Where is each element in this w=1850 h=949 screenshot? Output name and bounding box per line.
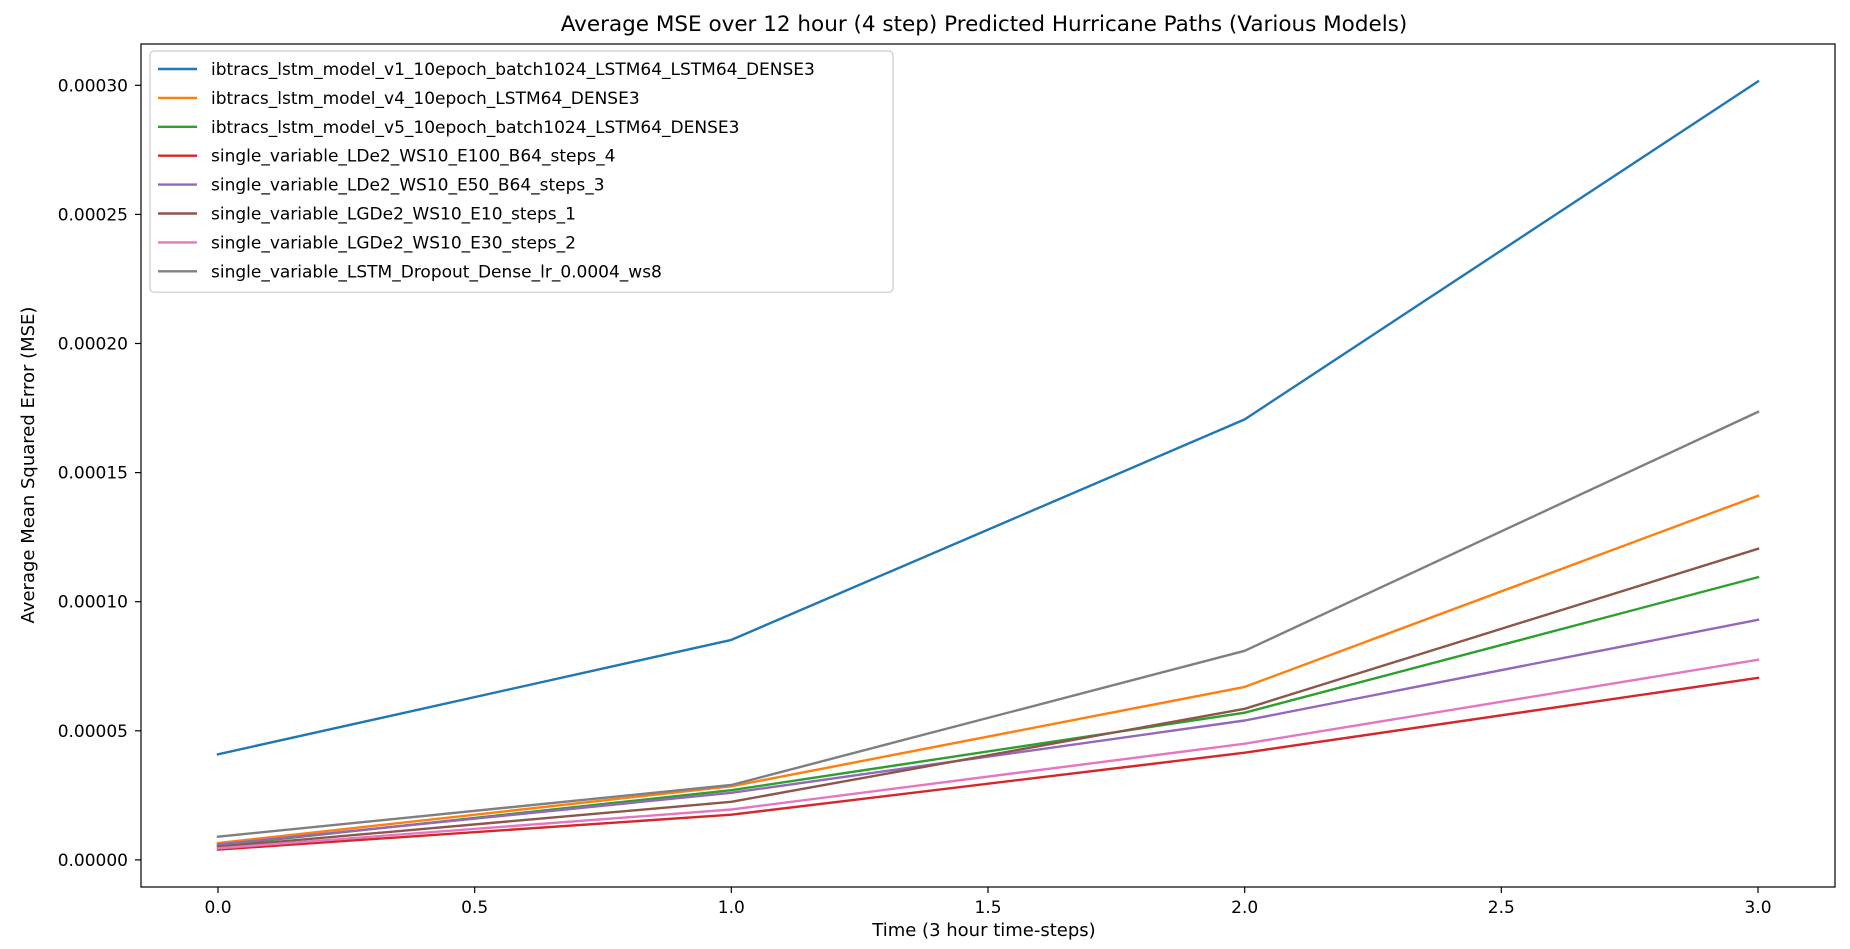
y-tick-label: 0.00030 xyxy=(58,76,128,96)
chart-title: Average MSE over 12 hour (4 step) Predic… xyxy=(561,12,1408,37)
x-tick-label: 2.5 xyxy=(1488,898,1515,918)
x-axis-label: Time (3 hour time-steps) xyxy=(871,920,1095,941)
series-line-2 xyxy=(216,494,1760,845)
x-tick-label: 2.0 xyxy=(1231,898,1258,918)
y-tick-label: 0.00005 xyxy=(58,722,128,742)
y-tick-label: 0.00000 xyxy=(58,851,128,871)
x-tick-label: 3.0 xyxy=(1744,898,1771,918)
legend: ibtracs_lstm_model_v1_10epoch_batch1024_… xyxy=(149,50,894,293)
x-axis: 0.0 0.5 1.0 1.5 2.0 2.5 3.0 xyxy=(204,887,1772,918)
legend-label-5: single_variable_LDe2_WS10_E50_B64_steps_… xyxy=(211,176,605,196)
x-tick-label: 0.5 xyxy=(461,898,488,918)
legend-label-6: single_variable_LGDe2_WS10_E10_steps_1 xyxy=(211,205,576,225)
x-tick-label: 1.0 xyxy=(718,898,745,918)
y-tick-label: 0.00015 xyxy=(58,464,128,484)
y-axis: 0.00000 0.00005 0.00010 0.00015 0.00020 0.000… xyxy=(58,76,141,871)
legend-label-4: single_variable_LDe2_WS10_E100_B64_steps… xyxy=(211,147,615,167)
legend-box xyxy=(149,50,894,293)
series-line-6 xyxy=(216,547,1760,849)
series-line-7 xyxy=(216,658,1760,850)
series-line-4 xyxy=(216,676,1760,851)
y-axis-label: Average Mean Squared Error (MSE) xyxy=(18,307,39,624)
plot-area xyxy=(216,79,1760,851)
y-tick-label: 0.00010 xyxy=(58,593,128,613)
x-tick-label: 1.5 xyxy=(974,898,1001,918)
legend-label-7: single_variable_LGDe2_WS10_E30_steps_2 xyxy=(211,233,576,253)
series-line-8 xyxy=(216,410,1760,839)
series-line-5 xyxy=(216,618,1760,846)
series-line-1 xyxy=(216,79,1760,756)
legend-label-8: single_variable_LSTM_Dropout_Dense_lr_0.… xyxy=(211,262,662,282)
y-tick-label: 0.00025 xyxy=(58,205,128,225)
legend-label-1: ibtracs_lstm_model_v1_10epoch_batch1024_… xyxy=(211,60,815,80)
legend-label-3: ibtracs_lstm_model_v5_10epoch_batch1024_… xyxy=(211,118,739,138)
y-tick-label: 0.00020 xyxy=(58,335,128,355)
x-tick-label: 0.0 xyxy=(204,898,231,918)
legend-label-2: ibtracs_lstm_model_v4_10epoch_LSTM64_DEN… xyxy=(211,89,640,109)
